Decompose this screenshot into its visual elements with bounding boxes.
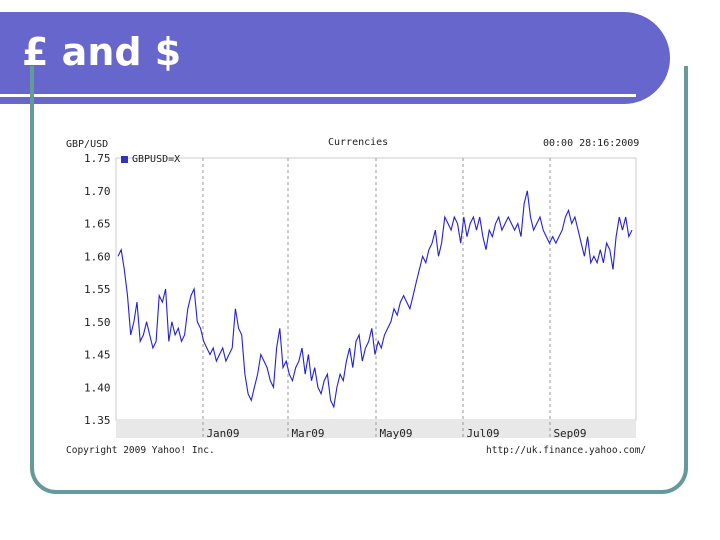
source-url: http://uk.finance.yahoo.com/ — [486, 445, 646, 456]
timestamp: 00:00 28:16:2009 — [543, 138, 639, 149]
x-tick-labels: Jan09 Mar09 May09 Jul09 Sep09 — [206, 427, 586, 440]
title-underline — [0, 94, 636, 97]
legend-swatch — [121, 156, 128, 163]
y-tick-labels: 1.75 1.70 1.65 1.60 1.55 1.50 1.45 1.40 1.35 — [84, 152, 111, 427]
y-tick-label: 1.40 — [84, 381, 111, 394]
y-tick-label: 1.60 — [84, 250, 111, 263]
y-axis-label: GBP/USD — [66, 139, 108, 150]
x-tick-label: May09 — [379, 427, 412, 440]
chart-title: Currencies — [328, 137, 388, 148]
y-tick-label: 1.55 — [84, 283, 111, 296]
grid-lines — [202, 158, 551, 438]
y-tick-label: 1.45 — [84, 349, 111, 362]
gbpusd-line — [117, 190, 633, 409]
legend-label: GBPUSD=X — [132, 154, 180, 165]
y-tick-label: 1.50 — [84, 316, 111, 329]
content-frame — [30, 66, 688, 494]
title-bar — [0, 12, 670, 104]
x-tick-label: Jul09 — [466, 427, 499, 440]
y-tick-label: 1.75 — [84, 152, 111, 165]
y-tick-label: 1.70 — [84, 185, 111, 198]
x-tick-label: Mar09 — [291, 427, 324, 440]
copyright-text: Copyright 2009 Yahoo! Inc. — [66, 445, 215, 456]
y-tick-label: 1.65 — [84, 218, 111, 231]
x-tick-label: Jan09 — [206, 427, 239, 440]
y-tick-label: 1.35 — [84, 414, 111, 427]
x-tick-label: Sep09 — [553, 427, 586, 440]
